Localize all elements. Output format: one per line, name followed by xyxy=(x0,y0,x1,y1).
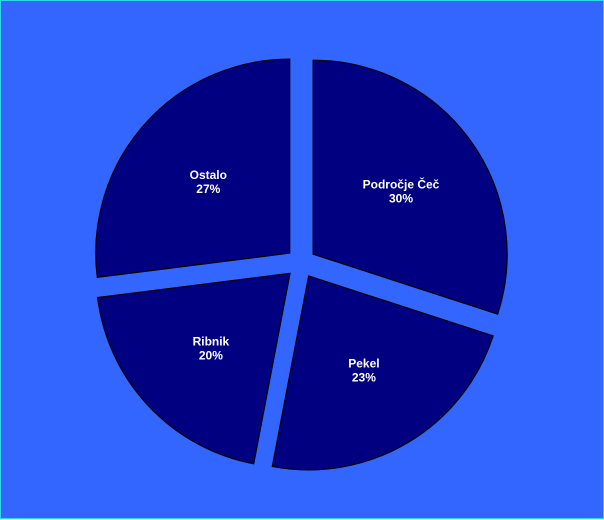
slice-percent: 27% xyxy=(196,182,220,196)
slice-percent: 30% xyxy=(389,191,413,205)
slice-name: Področje Čeč xyxy=(363,176,440,191)
slice-name: Ribnik xyxy=(193,335,230,349)
pie-slice-2 xyxy=(271,275,494,471)
slice-percent: 20% xyxy=(199,349,223,363)
pie-slice-1 xyxy=(312,59,508,315)
slice-name: Pekel xyxy=(348,356,379,370)
pie-slice-label-1: Področje Čeč 30% xyxy=(363,176,440,205)
pie-slice-label-3: Ribnik 20% xyxy=(193,335,230,363)
pie-slice-3 xyxy=(96,272,291,465)
slice-name: Ostalo xyxy=(190,168,227,182)
slice-percent: 23% xyxy=(352,370,376,384)
pie-slice-label-4: Ostalo 27% xyxy=(190,168,227,196)
pie-slice-label-2: Pekel 23% xyxy=(348,356,379,384)
pie-slice-4 xyxy=(95,58,291,279)
